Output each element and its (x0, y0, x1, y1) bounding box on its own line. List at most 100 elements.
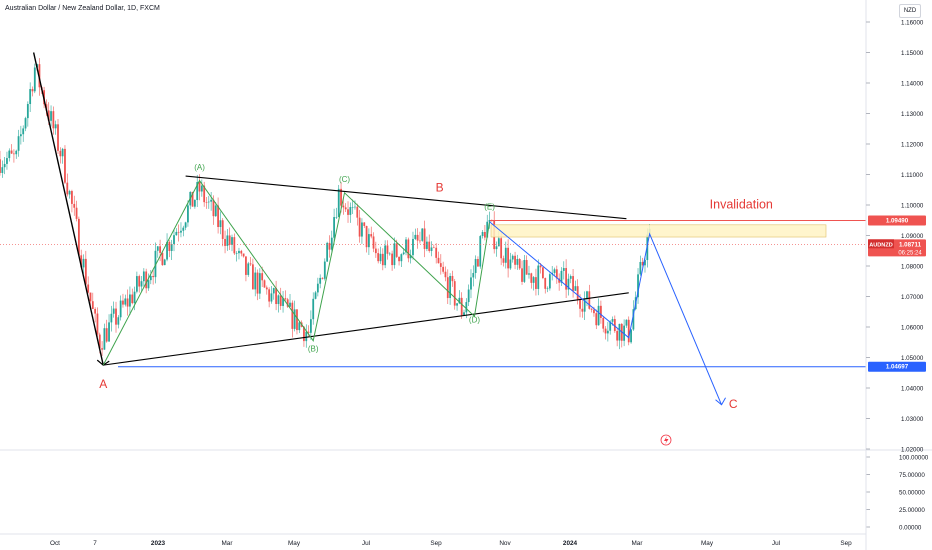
candle-body (245, 256, 247, 275)
candle-body (33, 67, 36, 92)
candle-body (66, 182, 69, 195)
wave-b-abcde-path[interactable] (102, 179, 491, 366)
candle-body (119, 300, 122, 318)
wave-label: (E) (484, 203, 495, 212)
candlestick-series (0, 58, 651, 357)
price-tick-label: 1.10000 (901, 203, 924, 210)
candle-body (421, 228, 424, 241)
candle-body (472, 272, 475, 278)
candle-body (135, 276, 138, 292)
candle-body (161, 252, 164, 266)
price-tick-label: 1.06000 (901, 325, 924, 332)
candle-body (89, 292, 92, 302)
price-pane[interactable]: A (A) (B) (C) B (D) (E) C Invalidation (0, 52, 932, 451)
candle-body (388, 253, 391, 255)
candle-body (565, 268, 568, 290)
candle-body (200, 185, 203, 192)
symbol-title[interactable]: Australian Dollar / New Zealand Dollar, … (5, 5, 160, 12)
indicator-tick-label: 100.00000 (899, 455, 929, 462)
candle-body (61, 148, 64, 157)
candle-body (13, 153, 15, 155)
candle-body (597, 305, 600, 326)
candle-body (474, 259, 477, 273)
candle-body (611, 319, 614, 322)
invalidation-label: Invalidation (710, 198, 773, 212)
candle-body (363, 222, 366, 226)
invalidation-price-badge-bg (868, 215, 926, 226)
candle-body (428, 241, 431, 251)
candle-body (412, 238, 414, 256)
candle-body (465, 302, 468, 313)
candle-body (277, 295, 280, 305)
candle-body (502, 258, 505, 263)
candle-body (574, 286, 577, 291)
price-axis[interactable]: 1.16000 1.15000 1.14000 1.13000 1.12000 1.110… (865, 0, 926, 550)
candle-body (618, 323, 621, 341)
candle-body (588, 291, 591, 309)
candle-body (94, 308, 97, 314)
candle-body (333, 217, 335, 238)
time-axis[interactable]: Oct 7 2023 Mar May Jul Sep Nov 2024 Mar May Jul Sep (0, 533, 866, 547)
time-tick-label: Mar (631, 540, 643, 547)
invalidation-price-badge[interactable]: 1.09490 (868, 215, 926, 226)
candle-body (312, 298, 315, 320)
wave-a-line[interactable] (32, 52, 104, 366)
support-price-badge[interactable]: 1.04697 (868, 361, 926, 372)
candle-body (453, 281, 456, 306)
price-tick-label: 1.04000 (901, 386, 924, 393)
candle-body (606, 330, 609, 334)
currency-badge[interactable]: NZD (899, 4, 921, 18)
candle-body (470, 277, 472, 290)
candle-body (542, 267, 544, 279)
candle-body (458, 297, 461, 304)
lightning-icon[interactable] (660, 434, 672, 446)
candle-body (316, 283, 319, 293)
candle-body (507, 247, 510, 269)
candle-body (293, 309, 296, 329)
candle-body (182, 227, 185, 231)
wave-label: (B) (308, 344, 319, 353)
candle-body (532, 277, 535, 283)
triangle-upper-trendline[interactable] (185, 175, 627, 220)
candle-body (560, 270, 563, 283)
countdown-text: 06:25:24 (898, 250, 922, 256)
candle-body (567, 278, 570, 290)
candle-body (258, 273, 261, 294)
candle-body (361, 222, 363, 237)
wave-c-projection-path[interactable] (489, 221, 723, 405)
candle-body (370, 234, 373, 237)
candle-body (460, 297, 463, 316)
candle-body (152, 275, 155, 278)
candle-body (356, 206, 359, 218)
candle-body (147, 280, 150, 289)
candle-body (349, 207, 352, 215)
candle-body (437, 257, 440, 264)
candle-body (393, 243, 396, 266)
candle-body (108, 322, 110, 342)
wave-c-arrowhead (715, 397, 726, 406)
candle-body (627, 319, 630, 343)
candle-body (261, 273, 264, 281)
candle-body (166, 241, 168, 260)
candle-body (163, 259, 166, 266)
candle-body (463, 312, 465, 316)
candle-body (367, 234, 370, 248)
candle-body (326, 242, 329, 262)
resistance-zone[interactable] (490, 224, 827, 238)
candle-body (115, 308, 117, 325)
candle-body (537, 265, 540, 289)
candle-body (235, 253, 238, 254)
candle-body (323, 261, 326, 279)
candle-body (330, 237, 333, 250)
candle-body (59, 150, 62, 157)
candle-body (530, 273, 533, 283)
candle-body (609, 321, 612, 331)
candle-body (544, 278, 547, 289)
current-price-badge[interactable]: 1.08711 06:25:24 AUDNZD (868, 239, 926, 257)
candle-body (625, 319, 628, 326)
price-tick-label: 1.15000 (901, 50, 924, 57)
triangle-lower-trendline[interactable] (103, 292, 629, 366)
candle-body (191, 191, 194, 207)
candle-body (481, 231, 484, 237)
